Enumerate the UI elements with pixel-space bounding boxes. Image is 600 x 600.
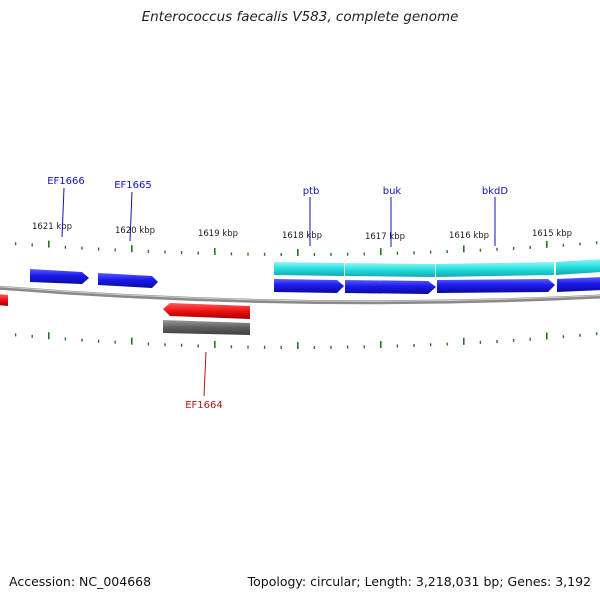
operon-segment[interactable]: [274, 262, 344, 276]
genome-title: Enterococcus faecalis V583, complete gen…: [141, 9, 459, 25]
gene-EF1666[interactable]: [30, 269, 89, 284]
operon-segment[interactable]: [436, 262, 554, 277]
gene-label-EF1666[interactable]: EF1666: [47, 176, 85, 187]
gene-EF1664[interactable]: [163, 303, 250, 319]
gene-EF1665[interactable]: [98, 273, 158, 288]
tick-marks-bottom: [14, 332, 598, 349]
gene-label-bkdD[interactable]: bkdD: [482, 186, 508, 197]
topology-text: Topology: circular; Length: 3,218,031 bp…: [247, 574, 591, 589]
operon-segment[interactable]: [556, 259, 600, 275]
gene-buk[interactable]: [345, 280, 436, 294]
gene-label-EF1665[interactable]: EF1665: [114, 180, 152, 191]
gene-label-ptb[interactable]: ptb: [303, 186, 320, 197]
scale-label-1621: 1621 kbp: [32, 222, 72, 232]
reverse-genes: [0, 294, 250, 335]
forward-genes: [30, 269, 600, 294]
gene-label-buk[interactable]: buk: [383, 186, 402, 197]
gene-next-forward[interactable]: [557, 277, 600, 292]
operon-segment[interactable]: [345, 263, 435, 277]
accession-text: Accession: NC_004668: [9, 574, 152, 589]
tick-marks-top: [14, 240, 598, 256]
gene-labels: EF1666 EF1665 ptb buk bkdD EF1664: [47, 176, 508, 411]
gene-label-EF1664[interactable]: EF1664: [185, 400, 223, 411]
label-leaders: [61, 187, 496, 397]
scale-label-1616: 1616 kbp: [449, 231, 489, 241]
scale-label-1615: 1615 kbp: [532, 229, 572, 239]
genome-backbone: [0, 285, 600, 305]
scale-labels: 1621 kbp 1620 kbp 1619 kbp 1618 kbp 1617…: [32, 222, 572, 242]
genome-backbone-highlight: [0, 286, 600, 302]
scale-label-1618: 1618 kbp: [282, 231, 322, 241]
scale-label-1619: 1619 kbp: [198, 229, 238, 239]
scale-label-1617: 1617 kbp: [365, 232, 405, 242]
gene-bkdD[interactable]: [437, 279, 555, 293]
leader-EF1664: [203, 351, 207, 397]
gene-ptb[interactable]: [274, 279, 344, 293]
operon-features: [274, 259, 600, 277]
leader-EF1666: [61, 187, 65, 238]
gene-EF1664-shadow: [163, 320, 250, 335]
scale-label-1620: 1620 kbp: [115, 226, 155, 236]
leader-EF1665: [129, 191, 133, 242]
gene-previous-reverse[interactable]: [0, 294, 8, 306]
